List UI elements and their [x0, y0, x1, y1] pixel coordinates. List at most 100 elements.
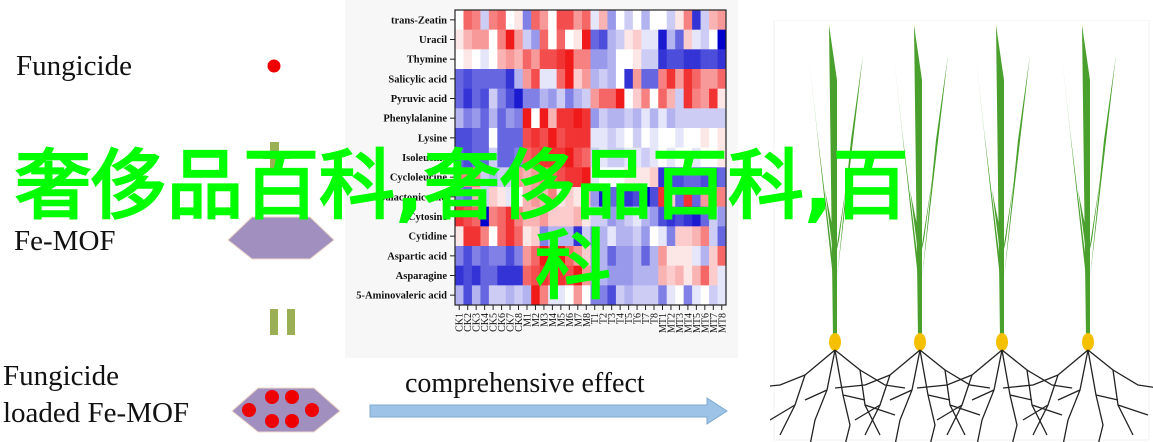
heatmap-cell: [607, 246, 617, 266]
heatmap-cell: [675, 29, 684, 50]
heatmap-cell: [692, 285, 701, 306]
heatmap-cell: [615, 285, 625, 306]
heatmap-cell: [522, 226, 532, 247]
heatmap-cell: [615, 167, 625, 188]
heatmap-cell: [683, 246, 693, 266]
heatmap-cell: [717, 69, 727, 89]
heatmap-cell: [455, 29, 464, 50]
heatmap-cell: [598, 206, 608, 227]
heatmap-cell: [590, 69, 600, 89]
heatmap-cell: [514, 206, 524, 227]
heatmap-cell: [522, 187, 532, 207]
heatmap-cell: [505, 108, 515, 129]
heatmap-cell: [548, 88, 557, 109]
heatmap-cell: [455, 88, 464, 109]
heatmap-cell: [709, 285, 718, 306]
heatmap-cell: [488, 167, 498, 188]
fe-mof-hexagon-icon: [227, 216, 335, 260]
heatmap-cell: [615, 88, 625, 109]
heatmap-cell: [709, 246, 718, 266]
heatmap-cell: [641, 187, 651, 207]
heatmap-cell: [709, 29, 718, 50]
heatmap-cell: [548, 246, 557, 266]
heatmap-cell: [607, 226, 617, 247]
column-label: T7: [641, 313, 652, 324]
heatmap-cell: [590, 226, 600, 247]
heatmap-cell: [632, 187, 642, 207]
fungicide-dot-icon: [267, 59, 281, 73]
heatmap-cell: [607, 128, 617, 148]
heatmap-cell: [488, 187, 498, 207]
column-label: MT4: [683, 313, 694, 333]
heatmap-cell: [539, 88, 549, 109]
heatmap-cell: [531, 167, 540, 188]
heatmap-cell: [488, 108, 498, 129]
heatmap-cell: [582, 265, 591, 286]
heatmap-cell: [565, 69, 574, 89]
heatmap-cell: [700, 246, 710, 266]
heatmap-cell: [615, 69, 625, 89]
heatmap-cell: [497, 49, 507, 70]
column-label: T8: [650, 313, 661, 324]
heatmap-cell: [683, 226, 693, 247]
heatmap-cell: [675, 265, 684, 286]
heatmap-cell: [709, 49, 718, 70]
heatmap-cell: [522, 147, 532, 168]
heatmap-cell: [666, 128, 676, 148]
heatmap-cell: [641, 167, 651, 188]
heatmap-cell: [709, 167, 718, 188]
heatmap-cell: [531, 206, 540, 227]
heatmap-cell: [565, 226, 574, 247]
heatmap-cell: [531, 128, 540, 148]
heatmap-cell: [692, 10, 701, 30]
heatmap-cell: [455, 265, 464, 286]
heatmap-cell: [666, 147, 676, 168]
heatmap-cell: [488, 206, 498, 227]
row-label: 5-Aminovaleric acid: [356, 291, 447, 302]
heatmap-cell: [463, 147, 473, 168]
heatmap-cell: [480, 10, 490, 30]
heatmap-cell: [666, 167, 676, 188]
heatmap-cell: [700, 265, 710, 286]
heatmap-cell: [505, 206, 515, 227]
column-label: CK3: [472, 313, 483, 332]
column-label: CK8: [514, 313, 525, 332]
heatmap-cell: [531, 246, 540, 266]
heatmap-cell: [658, 167, 668, 188]
heatmap-cell: [641, 49, 651, 70]
heatmap-cell: [565, 88, 574, 109]
heatmap-cell: [531, 226, 540, 247]
heatmap-cell: [471, 187, 481, 207]
heatmap-cell: [522, 246, 532, 266]
watermark-text-line1: 奢侈品百科,奢侈品百科,百: [15, 141, 909, 230]
heatmap-cell: [717, 285, 727, 306]
heatmap-cell: [709, 128, 718, 148]
heatmap-cell: [539, 69, 549, 89]
column-label: M2: [531, 313, 542, 327]
heatmap-cell: [590, 206, 600, 227]
heatmap-cell: [598, 187, 608, 207]
heatmap-cell: [692, 167, 701, 188]
column-label: MT5: [692, 313, 703, 333]
heatmap-cell: [692, 108, 701, 129]
seed-icon: [1082, 333, 1094, 351]
heatmap-cell: [556, 187, 566, 207]
heatmap-cell: [598, 88, 608, 109]
heatmap-cell: [675, 147, 684, 168]
heatmap-cell: [480, 167, 490, 188]
heatmap-cell: [675, 108, 684, 129]
heatmap-cell: [531, 88, 540, 109]
right-arrow-icon: [369, 397, 728, 425]
heatmap-cell: [590, 128, 600, 148]
heatmap-cell: [658, 187, 668, 207]
heatmap-cell: [632, 265, 642, 286]
heatmap-cell: [497, 69, 507, 89]
heatmap-cell: [624, 285, 634, 306]
heatmap-cell: [497, 265, 507, 286]
heatmap-cell: [582, 108, 591, 129]
heatmap-cell: [514, 285, 524, 306]
loaded-label-line1: Fungicide: [3, 360, 119, 392]
heatmap-cell: [590, 108, 600, 129]
heatmap-cell: [455, 206, 464, 227]
heatmap-cell: [565, 206, 574, 227]
